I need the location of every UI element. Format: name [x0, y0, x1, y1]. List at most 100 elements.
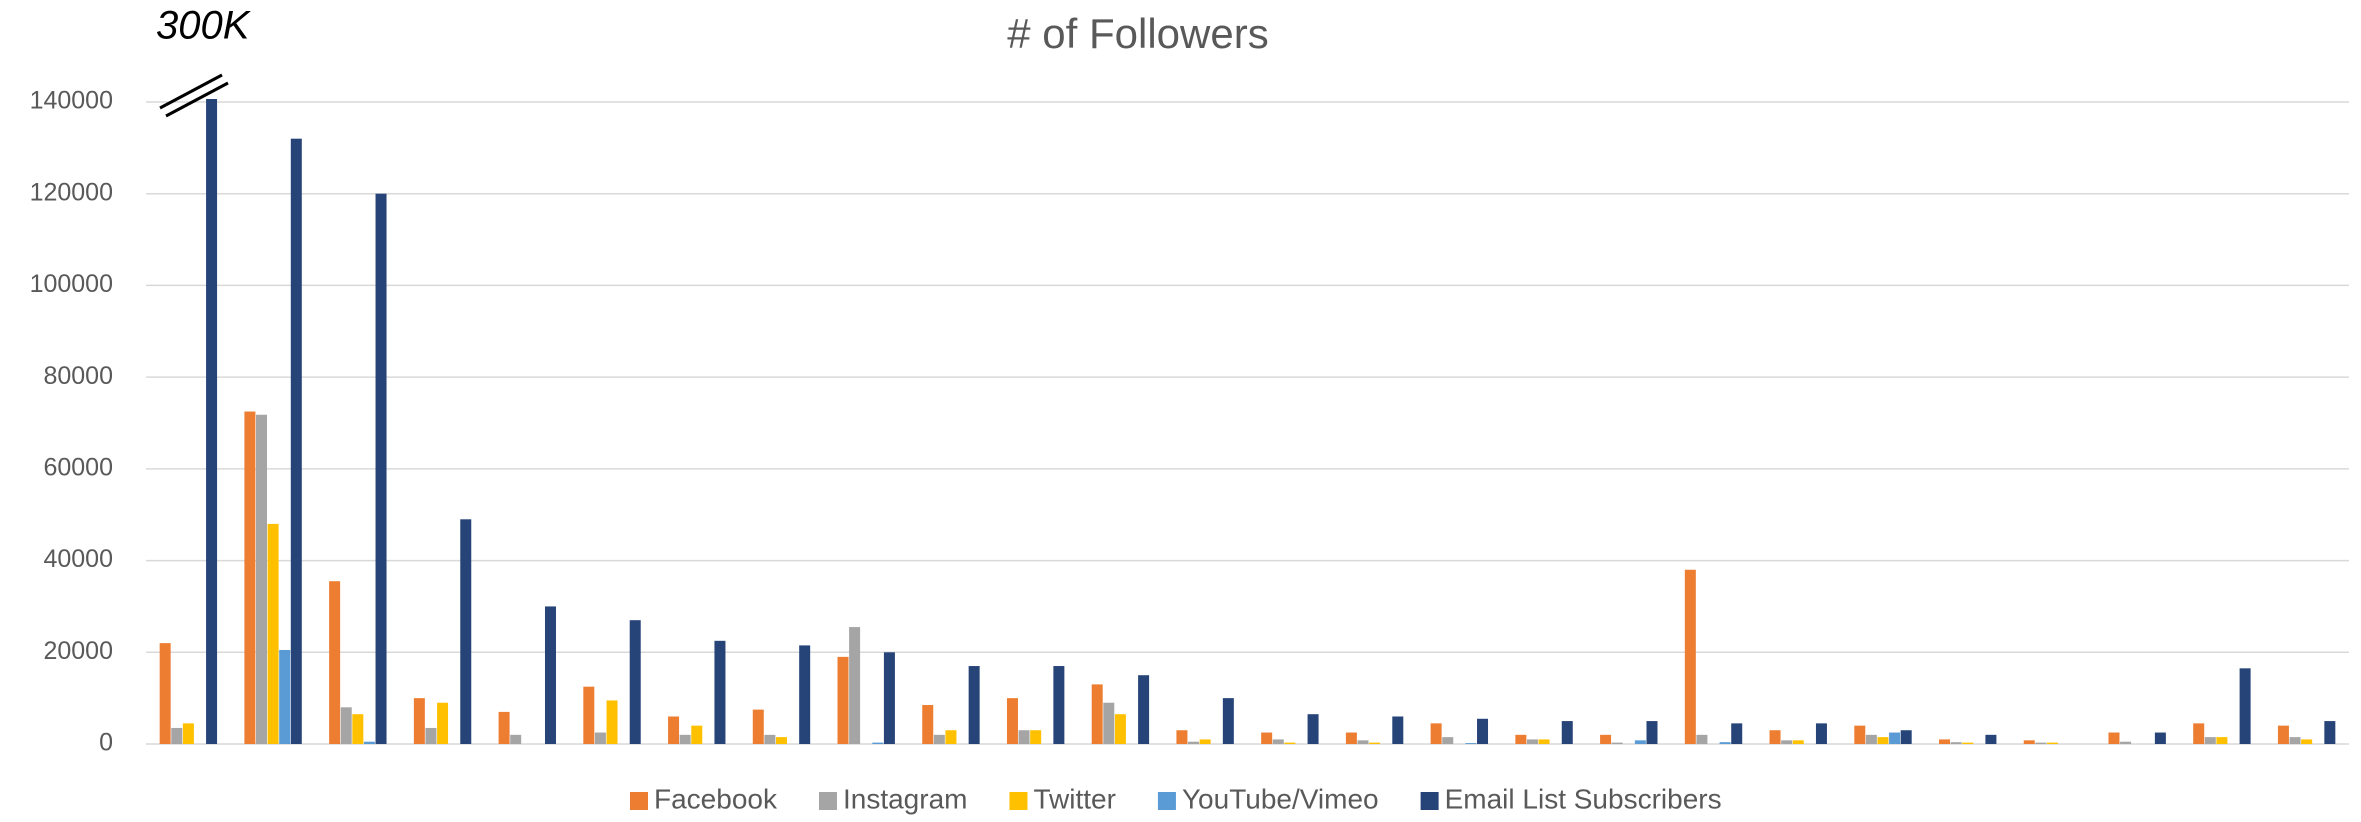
- bar: [1261, 732, 1273, 744]
- bar: [1392, 716, 1404, 744]
- legend-label: Facebook: [654, 783, 778, 814]
- y-tick-label: 100000: [30, 270, 113, 298]
- legend-swatch: [1009, 792, 1028, 810]
- bar: [1477, 718, 1489, 744]
- bar: [1465, 743, 1477, 744]
- bar: [583, 686, 595, 744]
- bar: [799, 645, 811, 744]
- bar: [1430, 723, 1442, 744]
- bar: [968, 666, 980, 744]
- bar: [594, 732, 606, 744]
- bar: [244, 411, 256, 744]
- bar: [510, 734, 522, 744]
- axis-break-mark: [159, 73, 223, 110]
- bar: [1646, 721, 1658, 744]
- bar: [1138, 675, 1150, 744]
- bar: [2023, 740, 2035, 744]
- bar: [1222, 698, 1234, 744]
- y-tick-label: 140000: [30, 87, 113, 115]
- bar: [1357, 740, 1369, 744]
- bar: [2239, 668, 2251, 744]
- bar: [1561, 721, 1573, 744]
- bar: [182, 723, 194, 744]
- bar: [1962, 742, 1974, 744]
- grid: 0 20000 40000 60000 80000 100000 120000 140000: [30, 87, 2349, 757]
- chart-title: # of Followers: [1007, 10, 1268, 57]
- legend-label: YouTube/Vimeo: [1182, 783, 1379, 814]
- bar: [1188, 741, 1200, 744]
- bar: [2120, 741, 2132, 744]
- bar: [849, 627, 861, 744]
- bar: [413, 698, 425, 744]
- bar: [1600, 734, 1612, 744]
- bar: [171, 727, 183, 744]
- bar: [1900, 730, 1912, 744]
- bar: [290, 138, 302, 744]
- bar: [340, 707, 352, 744]
- bar: [1719, 742, 1731, 744]
- bar: [159, 643, 171, 744]
- y-tick-label: 40000: [43, 545, 113, 573]
- bar: [1345, 732, 1357, 744]
- bar: [872, 742, 884, 744]
- bars: [159, 99, 2336, 744]
- bar: [1950, 742, 1962, 744]
- bar: [2204, 737, 2216, 744]
- bar: [279, 649, 291, 744]
- bar: [1815, 723, 1827, 744]
- bar: [691, 725, 703, 744]
- bar: [1307, 714, 1319, 744]
- bar: [2154, 732, 2166, 744]
- bar: [1284, 742, 1296, 744]
- bar: [679, 734, 691, 744]
- bar: [1611, 742, 1623, 744]
- legend-label: Email List Subscribers: [1445, 783, 1722, 814]
- bar: [922, 705, 934, 744]
- bar: [837, 656, 849, 744]
- bar: [2035, 742, 2047, 744]
- axis-break-mark: [165, 81, 229, 118]
- bar: [1018, 730, 1030, 744]
- bar: [1369, 742, 1381, 744]
- bar: [375, 193, 387, 744]
- legend-swatch: [818, 792, 837, 810]
- bar: [255, 414, 267, 744]
- bar: [206, 99, 218, 744]
- bar: [1103, 702, 1115, 744]
- axis-break-note: 300K: [156, 4, 252, 48]
- bar: [2193, 723, 2205, 744]
- bar: [2324, 721, 2336, 744]
- bar: [363, 741, 375, 744]
- bar: [764, 734, 776, 744]
- bar: [1696, 734, 1708, 744]
- y-tick-label: 80000: [43, 362, 113, 390]
- bar: [1731, 723, 1743, 744]
- bar: [1854, 725, 1866, 744]
- legend-label: Twitter: [1033, 783, 1115, 814]
- bar: [329, 581, 341, 744]
- bar: [1889, 732, 1901, 744]
- bar: [352, 714, 364, 744]
- bar: [775, 737, 787, 744]
- y-tick-label: 60000: [43, 453, 113, 481]
- bar: [883, 652, 895, 744]
- bar: [1442, 737, 1454, 744]
- bar: [1939, 739, 1951, 744]
- bar: [945, 730, 957, 744]
- bar: [714, 640, 726, 744]
- bar: [1634, 740, 1646, 744]
- bar: [668, 716, 680, 744]
- bar: [437, 702, 449, 744]
- bar: [1199, 739, 1211, 744]
- bar: [1272, 739, 1284, 744]
- bar: [2046, 742, 2058, 744]
- bar: [752, 709, 764, 744]
- bar: [1877, 737, 1889, 744]
- y-tick-label: 20000: [43, 637, 113, 665]
- bar: [1006, 698, 1018, 744]
- bar: [2216, 737, 2228, 744]
- bar: [1053, 666, 1065, 744]
- bar: [1114, 714, 1126, 744]
